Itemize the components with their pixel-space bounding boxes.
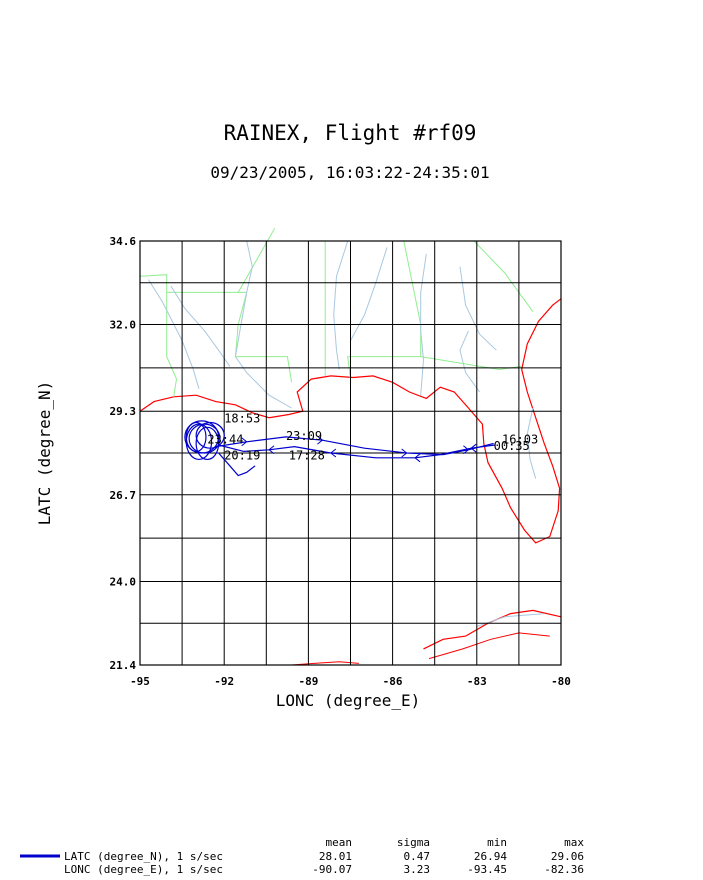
stat-lonc-max: -82.36: [544, 863, 584, 876]
track-direction-arrow: [268, 445, 275, 455]
yucatan-coastline: [291, 661, 359, 666]
x-axis-label: LONC (degree_E): [276, 691, 421, 710]
state-border: [473, 240, 534, 312]
x-tick-label: -83: [467, 675, 487, 688]
river: [234, 240, 292, 409]
flight-track-return: [215, 436, 494, 456]
river: [350, 247, 388, 341]
y-tick-label: 24.0: [110, 575, 137, 588]
map-layer: [139, 227, 562, 666]
river: [170, 285, 231, 367]
stat-latc-mean: 28.01: [319, 850, 352, 863]
river: [526, 407, 537, 479]
stat-latc-sigma: 0.47: [404, 850, 431, 863]
y-axis-label: LATC (degree_N): [35, 381, 54, 526]
track-direction-arrow: [463, 445, 470, 455]
y-tick-labels: 34.6 32.0 29.3 26.7 24.0 21.4: [110, 235, 137, 672]
chart-title: RAINEX, Flight #rf09: [224, 121, 477, 145]
y-tick-label: 26.7: [110, 489, 137, 502]
flight-track-loop: [184, 420, 220, 454]
time-annotation: 00:35: [494, 439, 530, 453]
stats-header-sigma: sigma: [397, 836, 430, 849]
chart-subtitle: 09/23/2005, 16:03:22-24:35:01: [210, 163, 489, 182]
grid-layer: [139, 240, 562, 666]
track-layer: [184, 420, 495, 477]
flight-track-tail: [218, 452, 256, 477]
stats-header-min: min: [487, 836, 507, 849]
state-border: [420, 356, 522, 371]
y-tick-label: 32.0: [110, 319, 137, 332]
cuba-coastline: [423, 609, 562, 650]
stat-latc-max: 29.06: [551, 850, 584, 863]
stats-header-max: max: [564, 836, 584, 849]
flight-track-outbound: [218, 444, 495, 459]
x-tick-label: -92: [214, 675, 234, 688]
time-annotation: 23:09: [286, 429, 322, 443]
stat-latc-min: 26.94: [474, 850, 507, 863]
coastline: [139, 298, 562, 544]
time-annotation: 18:53: [224, 411, 260, 425]
track-direction-arrow: [414, 453, 421, 463]
x-tick-labels: -95 -92 -89 -86 -83 -80: [130, 675, 571, 688]
time-annotation: 20:19: [224, 448, 260, 462]
state-border: [237, 227, 276, 293]
flight-track-loop: [185, 421, 207, 452]
x-tick-label: -95: [130, 675, 150, 688]
y-tick-label: 29.3: [110, 405, 137, 418]
track-direction-arrow: [241, 437, 248, 447]
y-tick-label: 34.6: [110, 235, 137, 248]
stat-lonc-mean: -90.07: [312, 863, 352, 876]
river: [459, 266, 497, 351]
stat-lonc-sigma: 3.23: [404, 863, 431, 876]
plot-frame: [139, 240, 562, 666]
river: [420, 253, 427, 396]
legend-label-lonc: LONC (degree_E), 1 s/sec: [64, 863, 223, 876]
time-annotation: 17:28: [289, 448, 325, 462]
state-border: [139, 274, 247, 293]
state-border: [166, 292, 178, 397]
legend-label-latc: LATC (degree_N), 1 s/sec: [64, 850, 223, 863]
time-annotation: 16:03: [502, 432, 538, 446]
cuba-south-coastline: [428, 632, 550, 660]
track-direction-arrow: [330, 448, 337, 458]
x-tick-label: -89: [298, 675, 318, 688]
stat-lonc-min: -93.45: [467, 863, 507, 876]
stats-header-mean: mean: [326, 836, 353, 849]
river: [459, 330, 481, 393]
y-tick-label: 21.4: [110, 659, 137, 672]
river: [476, 613, 545, 627]
x-tick-label: -86: [383, 675, 403, 688]
track-direction-arrow: [470, 443, 477, 453]
track-direction-arrow: [317, 435, 324, 445]
river: [333, 240, 349, 370]
stats-legend: mean sigma min max LATC (degree_N), 1 s/…: [20, 836, 584, 876]
time-annotation: 23:44: [207, 432, 243, 446]
state-border: [347, 240, 422, 380]
x-tick-label: -80: [551, 675, 571, 688]
flight-track-loop: [195, 426, 220, 461]
track-direction-arrow: [401, 448, 408, 458]
